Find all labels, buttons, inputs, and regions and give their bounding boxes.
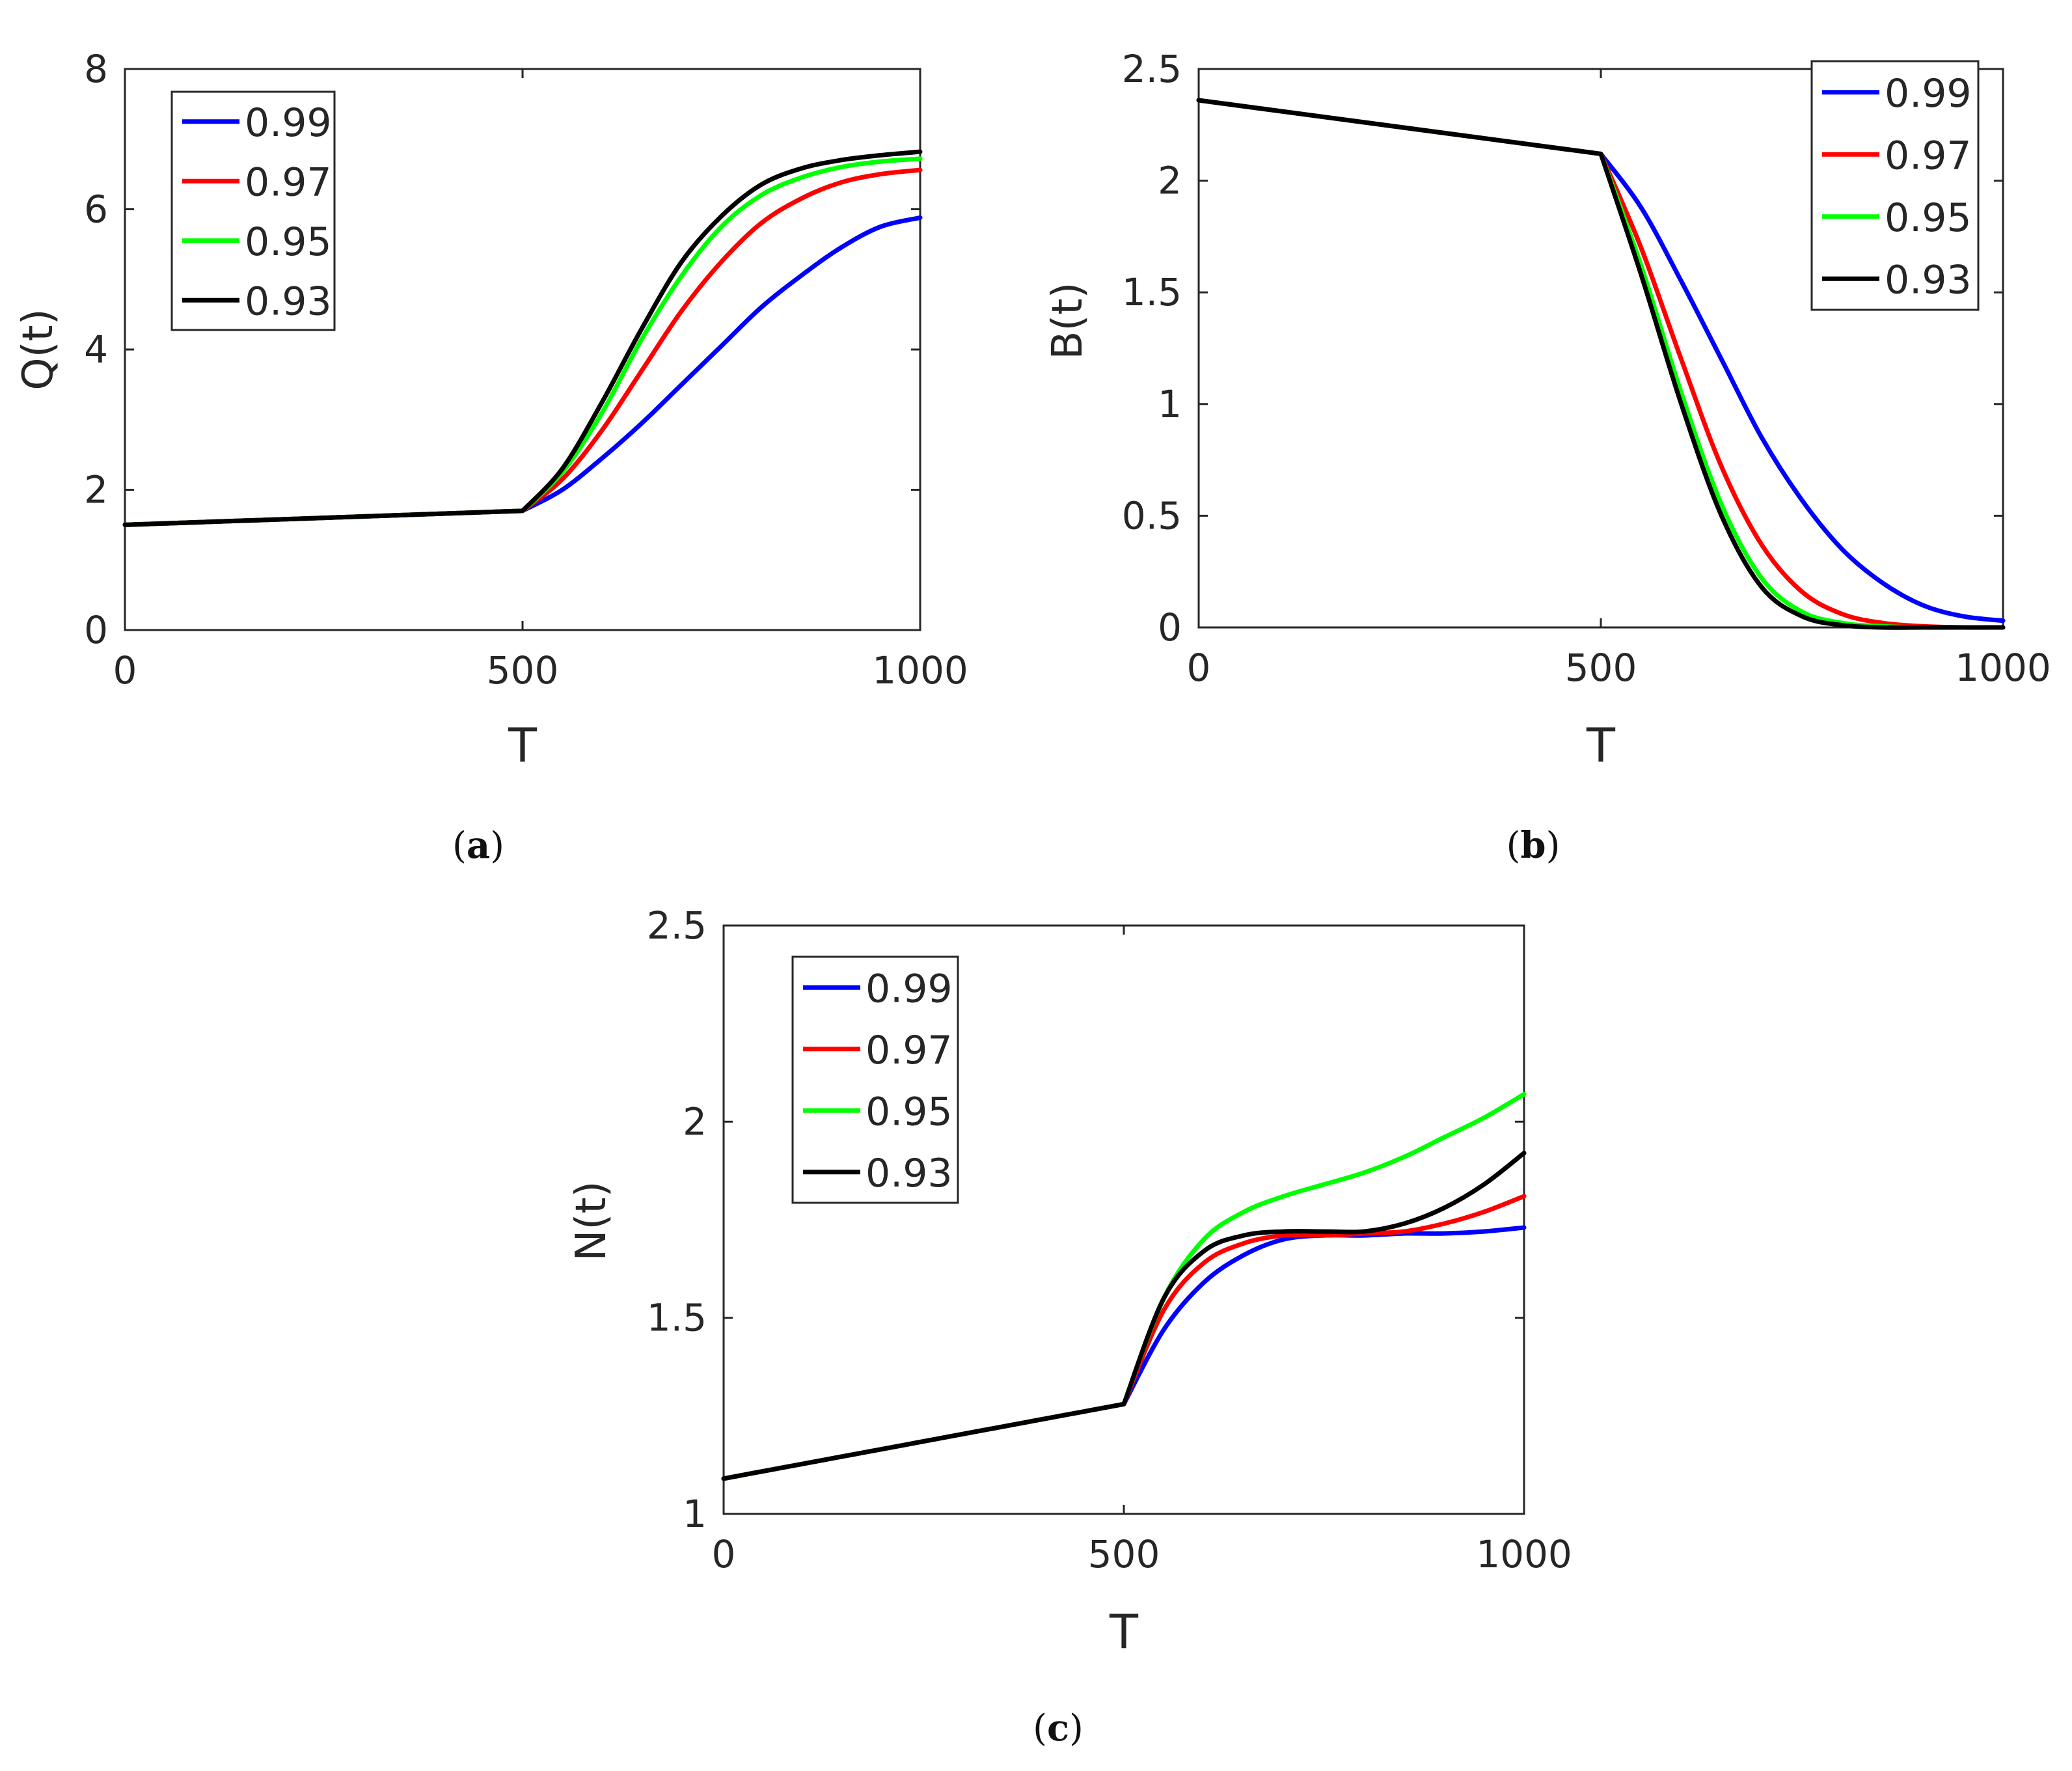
y-tick-label: 0.5 (1122, 493, 1182, 538)
legend: 0.99 0.97 0.95 0.93 (1810, 60, 1980, 311)
y-tick-label: 2 (1158, 159, 1182, 203)
series-line-0.93 (1196, 98, 2006, 630)
y-tick-label: 0 (84, 608, 108, 652)
series-line-0.97 (122, 167, 923, 527)
y-tick-label: 1.5 (647, 1296, 707, 1340)
y-tick-label: 1 (683, 1492, 707, 1536)
panel-caption-letter: a (467, 824, 490, 867)
chart-panel-c: 0 500 1000 1 1.5 2 2.5 N(t) T 0.99 0.97 0.95 0.93… (567, 903, 1572, 1750)
panel-caption: (a) (452, 824, 504, 867)
y-axis-label: N(t) (567, 1181, 616, 1261)
y-tick-label: 2 (683, 1099, 707, 1144)
legend-label: 0.97 (1885, 133, 1972, 178)
y-tick-label: 1.5 (1122, 270, 1182, 314)
x-tick-label: 1000 (1476, 1532, 1572, 1576)
legend-label: 0.99 (245, 100, 332, 146)
legend-box (791, 955, 959, 1204)
legend-label: 0.95 (245, 219, 332, 265)
panel-caption: (b) (1506, 824, 1561, 867)
series-line-0.93 (122, 149, 923, 527)
legend-box (1810, 60, 1980, 311)
y-tick-label: 2 (84, 468, 108, 512)
chart-panel-b: 0 500 1000 0 0.5 1 1.5 2 2.5 B(t) T 0.99 0.97 0.95… (1044, 47, 2051, 867)
series-line-0.93 (721, 1151, 1527, 1481)
panel-caption-letter: c (1047, 1707, 1069, 1750)
x-axis-label: T (1586, 718, 1616, 773)
x-tick-label: 0 (1187, 646, 1211, 690)
legend-label: 0.97 (245, 159, 332, 205)
legend: 0.99 0.97 0.95 0.93 (791, 955, 959, 1204)
x-tick-label: 1000 (872, 648, 968, 693)
y-tick-label: 6 (84, 187, 108, 232)
x-tick-label: 1000 (1955, 646, 2051, 690)
y-tick-label: 4 (84, 327, 108, 372)
y-axis-label: B(t) (1044, 282, 1092, 360)
x-axis-label: T (508, 718, 538, 773)
y-tick-label: 2.5 (647, 903, 707, 948)
legend-label: 0.93 (1885, 257, 1972, 303)
series-line-0.97 (721, 1194, 1527, 1481)
legend-label: 0.95 (866, 1089, 953, 1134)
legend-label: 0.95 (1885, 195, 1972, 241)
panel-caption-letter: b (1520, 824, 1546, 867)
legend-label: 0.99 (866, 966, 953, 1011)
x-tick-label: 500 (1088, 1532, 1160, 1576)
x-tick-label: 500 (487, 648, 559, 693)
series-line-0.99 (122, 215, 923, 527)
x-tick-label: 0 (712, 1532, 736, 1576)
x-axis-label: T (1109, 1604, 1139, 1659)
y-tick-label: 0 (1158, 605, 1182, 650)
y-tick-label: 2.5 (1122, 47, 1182, 91)
chart-panel-a: 0 500 1000 0 2 4 6 8 Q(t) T 0.99 0.97 0.95 0.93 (a… (14, 47, 968, 867)
y-tick-label: 8 (84, 47, 108, 91)
legend-box (170, 90, 336, 331)
legend-label: 0.99 (1885, 71, 1972, 117)
y-axis-label: Q(t) (14, 309, 62, 390)
series-line-0.99 (1196, 98, 2006, 624)
legend-label: 0.97 (866, 1028, 953, 1073)
y-tick-label: 1 (1158, 382, 1182, 426)
x-tick-label: 500 (1565, 646, 1637, 690)
series-line-0.95 (122, 156, 923, 527)
legend: 0.99 0.97 0.95 0.93 (170, 90, 336, 331)
legend-label: 0.93 (245, 279, 332, 324)
legend-label: 0.93 (866, 1151, 953, 1196)
panel-caption: (c) (1033, 1707, 1084, 1750)
x-tick-label: 0 (113, 648, 137, 693)
